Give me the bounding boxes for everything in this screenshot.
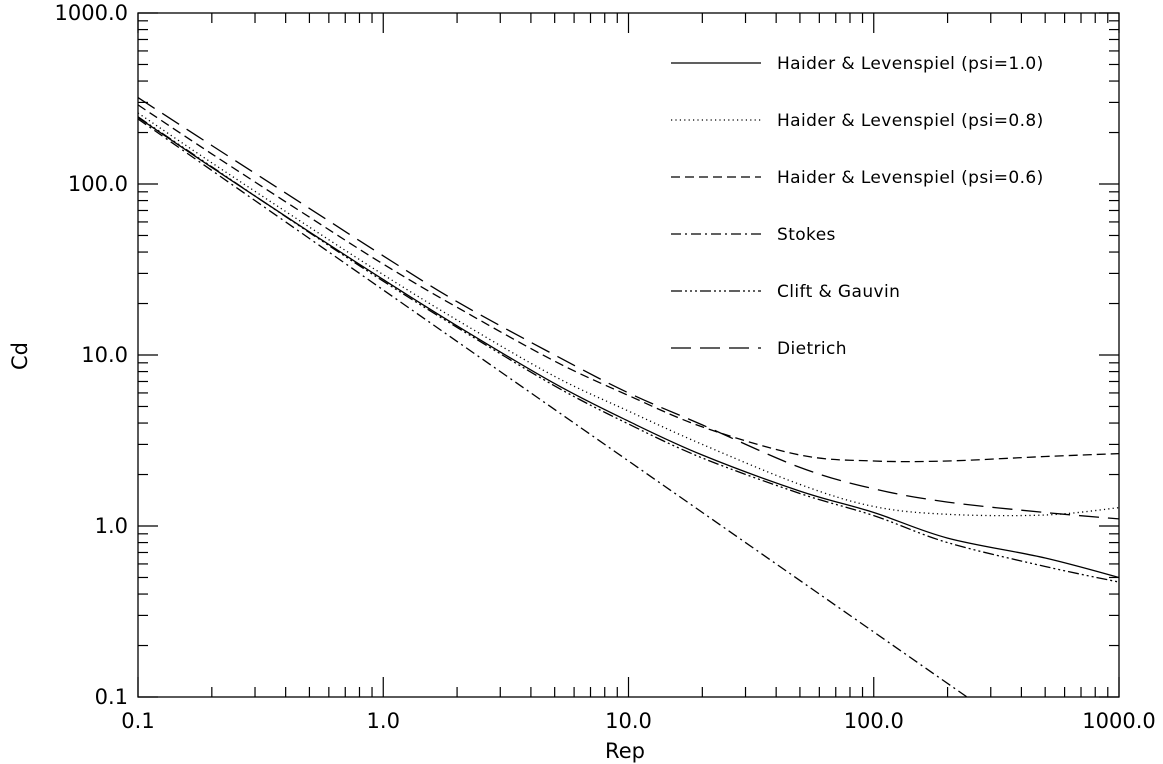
x-axis-label: Rep — [605, 739, 645, 763]
legend-label-stokes: Stokes — [777, 225, 836, 245]
tick-labels: 0.1 1.0 10.0 100.0 1000.0 0.1 1.0 10.0 100.0 1000… — [55, 1, 1156, 733]
legend-label-clift-gauvin: Clift & Gauvin — [777, 282, 900, 302]
legend-label-haider-levenspiel-psi-0-8: Haider & Levenspiel (psi=0.8) — [777, 111, 1044, 131]
x-tick-label: 1000.0 — [1082, 709, 1155, 733]
y-tick-label: 1000.0 — [55, 1, 128, 25]
y-tick-label: 100.0 — [68, 172, 128, 196]
x-tick-label: 1.0 — [367, 709, 400, 733]
legend-label-haider-levenspiel-psi-0-6: Haider & Levenspiel (psi=0.6) — [777, 168, 1044, 188]
series-line-clift-gauvin — [138, 116, 1119, 583]
y-axis-label: Cd — [8, 342, 32, 370]
y-tick-label: 1.0 — [95, 514, 128, 538]
series-line-stokes — [138, 118, 968, 697]
series-layer — [138, 97, 1119, 697]
series-line-haider-levenspiel-psi-0-6 — [138, 104, 1119, 463]
y-tick-label: 0.1 — [95, 685, 128, 709]
x-tick-label: 10.0 — [605, 709, 652, 733]
x-tick-label: 0.1 — [121, 709, 154, 733]
x-tick-label: 100.0 — [844, 709, 904, 733]
legend-label-dietrich: Dietrich — [777, 339, 847, 359]
legend: Haider & Levenspiel (psi=1.0) Haider & Le… — [671, 54, 1044, 359]
legend-label-haider-levenspiel-psi-1-0: Haider & Levenspiel (psi=1.0) — [777, 54, 1044, 74]
series-line-dietrich — [138, 97, 1119, 520]
y-tick-label: 10.0 — [81, 343, 128, 367]
axis-ticks — [137, 12, 1120, 698]
